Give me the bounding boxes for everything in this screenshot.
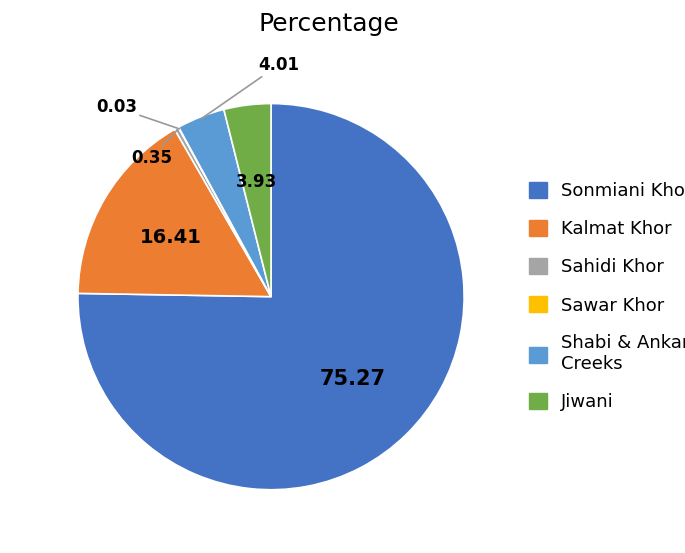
Wedge shape [78,103,464,490]
Wedge shape [179,109,271,296]
Text: 75.27: 75.27 [319,369,385,389]
Wedge shape [175,127,271,296]
Wedge shape [178,127,271,296]
Text: 4.01: 4.01 [201,56,299,119]
Title: Percentage: Percentage [258,12,399,36]
Wedge shape [78,129,271,296]
Text: 3.93: 3.93 [236,173,277,191]
Text: 16.41: 16.41 [140,228,202,247]
Text: 0.03: 0.03 [96,98,179,129]
Legend: Sonmiani Khor, Kalmat Khor, Sahidi Khor, Sawar Khor, Shabi & Ankara
Creeks, Jiwa: Sonmiani Khor, Kalmat Khor, Sahidi Khor,… [521,175,685,419]
Text: 0.35: 0.35 [131,130,177,166]
Wedge shape [224,103,271,296]
